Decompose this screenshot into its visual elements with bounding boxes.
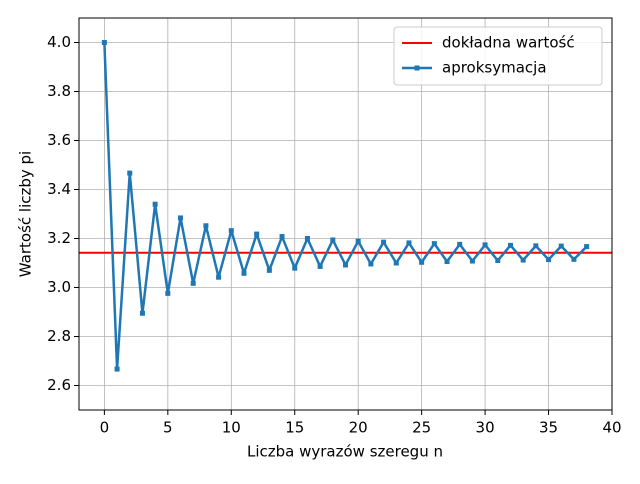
marker <box>279 234 285 240</box>
marker <box>114 366 120 372</box>
marker <box>228 228 234 234</box>
marker <box>304 236 310 241</box>
marker <box>139 310 145 316</box>
marker <box>495 258 501 264</box>
x-tick-label: 30 <box>476 419 495 437</box>
marker <box>533 243 539 249</box>
y-tick-label: 2.8 <box>47 327 71 345</box>
marker <box>393 260 399 266</box>
marker <box>457 241 463 247</box>
marker <box>190 280 196 286</box>
marker <box>343 262 348 268</box>
y-axis-label: Wartość liczby pi <box>17 151 35 277</box>
marker <box>571 256 577 262</box>
marker <box>101 40 107 45</box>
x-tick-label: 25 <box>412 419 431 437</box>
y-tick-label: 3.2 <box>47 229 71 247</box>
x-tick-label: 5 <box>163 419 173 437</box>
marker <box>292 265 298 271</box>
marker <box>254 231 260 237</box>
x-tick-label: 10 <box>222 419 241 437</box>
marker <box>216 274 222 280</box>
x-tick-label: 35 <box>539 419 558 437</box>
x-tick-label: 15 <box>285 419 304 437</box>
marker <box>444 259 450 265</box>
y-tick-label: 3.0 <box>47 278 71 296</box>
marker <box>546 257 552 263</box>
marker <box>178 215 184 221</box>
marker <box>558 243 564 249</box>
marker <box>520 257 526 263</box>
marker <box>507 242 513 248</box>
marker <box>406 240 412 246</box>
x-tick-label: 20 <box>349 419 368 437</box>
y-tick-label: 2.6 <box>47 376 71 394</box>
marker <box>165 290 171 296</box>
marker <box>419 259 425 265</box>
marker <box>317 263 323 269</box>
legend-label: aproksymacja <box>442 59 547 77</box>
y-tick-label: 3.6 <box>47 131 71 149</box>
marker <box>203 223 209 229</box>
marker <box>266 267 272 273</box>
marker <box>355 238 361 244</box>
y-tick-label: 4.0 <box>47 33 71 51</box>
y-tick-label: 3.8 <box>47 82 71 100</box>
marker <box>482 242 488 248</box>
marker <box>330 237 336 243</box>
marker <box>241 270 247 276</box>
marker <box>368 261 374 267</box>
marker <box>584 244 590 250</box>
marker <box>381 239 387 245</box>
marker <box>152 201 158 207</box>
marker <box>127 170 133 176</box>
marker <box>431 241 437 247</box>
legend-box <box>393 26 603 86</box>
y-tick-label: 3.4 <box>47 180 71 198</box>
x-axis-label: Liczba wyrazów szeregu n <box>247 443 443 461</box>
x-tick-label: 40 <box>602 419 621 437</box>
plot-frame <box>78 17 613 411</box>
legend-marker <box>414 65 420 71</box>
x-tick-label: 0 <box>100 419 110 437</box>
legend-label: dokładna wartość <box>442 34 575 52</box>
marker <box>469 258 475 264</box>
